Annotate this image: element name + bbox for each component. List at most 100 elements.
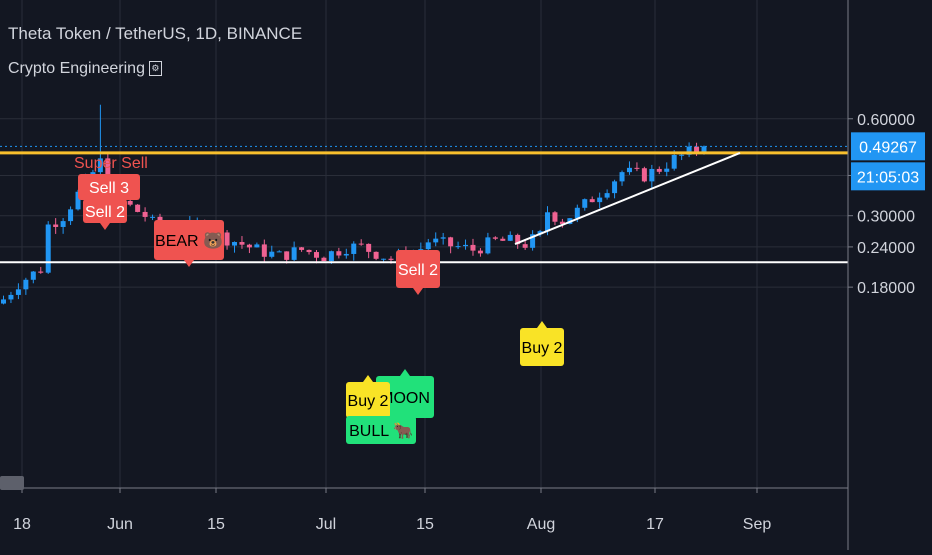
candle-body [291,247,297,260]
candle-body [254,244,260,248]
candle [150,214,156,221]
signal-text: Sell 2 [85,204,125,221]
signal-box [376,376,434,418]
candle-body [485,237,491,254]
candle [463,239,469,250]
candle-body [530,234,536,248]
candle-body [60,221,66,227]
price-label: 0.18000 [857,280,915,297]
candle-body [105,158,111,182]
candle [477,248,483,257]
candle-body [373,251,379,259]
candle [45,221,51,274]
candle-body [664,168,670,172]
candle-body [261,244,267,257]
candle-body [589,199,595,203]
candle [492,236,498,241]
candle [485,232,491,255]
candle-body [545,212,551,232]
candle-body [8,294,14,300]
signal-text: BULL 🐂 [349,422,413,440]
candle-body [97,158,103,173]
candle-body [142,211,148,217]
time-label: 18 [13,516,31,533]
candle [515,233,521,249]
signal-buy-2-b: Buy 2 [520,321,564,366]
candle [135,204,141,213]
candle-body [284,251,290,260]
indicator-legend[interactable]: Crypto Engineering ⚙ [8,60,162,78]
candle-body [30,271,36,280]
candle [60,218,66,234]
candle-body [75,191,81,210]
candle [306,249,312,255]
candle [597,192,603,209]
scroll-tag [0,476,24,490]
signal-box [396,250,440,288]
candle-body [641,168,647,182]
candle [664,162,670,177]
candle [656,166,662,175]
signal-moon: MOON [376,369,434,418]
candle-body [306,249,312,253]
signal-sell-2-a: Sell 2 [83,199,127,230]
candle [299,246,305,252]
candle-body [559,221,565,224]
candle [269,245,275,259]
countdown-text: 21:05:03 [857,169,919,186]
candle-body [269,251,275,257]
candle [246,243,252,254]
candle [1,295,6,305]
candle-body [1,299,6,304]
candle [507,231,513,242]
candle [679,153,685,161]
time-label: 15 [416,516,434,533]
candle-body [626,167,632,173]
candle-body [522,244,528,248]
candle [604,189,610,200]
candle-body [38,271,44,273]
candle [634,162,640,172]
candle-body [463,244,469,247]
candle-body [321,257,327,262]
candle-body [15,289,21,295]
signal-text: Buy 2 [522,340,563,357]
candle [291,241,297,261]
candle-body [232,242,238,246]
candle [343,248,349,259]
candle-body [388,258,394,260]
candle [30,271,36,284]
candle [97,104,103,175]
candle [373,251,379,261]
signal-buy-2-a: Buy 2 [346,375,390,418]
candle [68,206,74,226]
candle [239,236,245,249]
settings-icon[interactable]: ⚙ [148,61,162,77]
candle [313,249,319,264]
price-label: 0.24000 [857,240,915,257]
candle [448,236,454,254]
symbol-title[interactable]: Theta Token / TetherUS, 1D, BINANCE [8,24,303,43]
candle [261,239,267,262]
candle-body [679,154,685,156]
candle [470,238,476,256]
price-label: 0.60000 [857,112,915,129]
candle [455,241,461,250]
signal-pointer [363,375,373,382]
candle [626,161,632,175]
candle-body [358,243,364,245]
candle-body [351,243,357,254]
candle-body [582,199,588,208]
time-label: Jun [107,516,133,533]
candle-body [552,212,558,222]
candle [142,207,148,222]
candle-body [276,251,282,253]
candle [224,229,230,250]
candle [127,199,133,207]
candle-body [246,244,252,248]
candle-body [671,154,677,169]
